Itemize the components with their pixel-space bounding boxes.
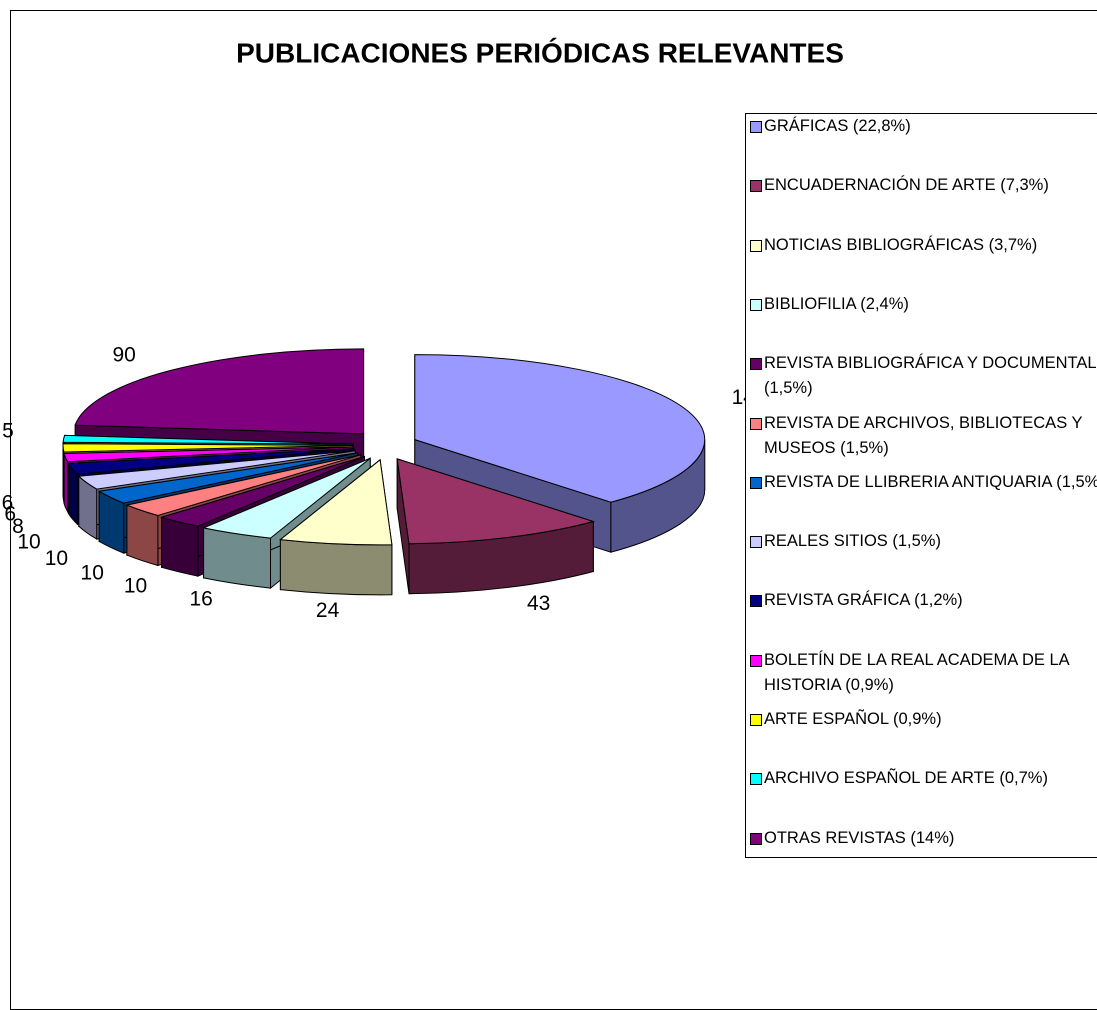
data-label: 24 [316,599,340,622]
legend-label: ARTE ESPAÑOL (0,9%) [764,710,942,728]
legend-label: NOTICIAS BIBLIOGRÁFICAS (3,7%) [764,235,1038,254]
legend-swatch [750,476,762,489]
data-label: 6 [4,503,16,526]
data-label: 10 [124,574,147,597]
slice [414,354,706,503]
legend-entry: NOTICIAS BIBLIOGRÁFICAS (3,7%) [750,233,1097,258]
slice [74,348,365,435]
legend-swatch [750,832,762,845]
legend-entry: BIBLIOFILIA (2,4%) [750,292,1097,317]
chart-title: PUBLICACIONES PERIÓDICAS RELEVANTES [236,37,844,68]
slice-side [161,516,199,577]
legend-swatch [750,358,762,371]
legend-label: ARCHIVO ESPAÑOL DE ARTE (0,7%) [764,769,1048,788]
legend-entry: REVISTA DE ARCHIVOS, BIBLIOTECAS Y MUSEO… [750,411,1097,461]
slice [159,456,365,527]
legend-entry: ARCHIVO ESPAÑOL DE ARTE (0,7%) [750,766,1097,791]
legend-entry: REVISTA BIBLIOGRÁFICA Y DOCUMENTAL (1,5%… [750,351,1097,401]
page: PUBLICACIONES PERIÓDICAS RELEVANTES 1474… [1,10,1097,1010]
legend-entry: ENCUADERNACIÓN DE ARTE (7,3%) [750,173,1097,198]
slice [279,458,393,546]
legend-entry: REVISTA GRÁFICA (1,2%) [750,588,1097,613]
data-label: 90 [112,344,135,367]
slice-side [279,539,393,596]
data-label: 16 [189,588,212,611]
legend-swatch [750,654,762,667]
legend-swatch [750,180,762,193]
data-label: 5 [2,420,14,443]
legend-label: REVISTA BIBLIOGRÁFICA Y DOCUMENTAL (1,5%… [764,354,1096,398]
chart: PUBLICACIONES PERIÓDICAS RELEVANTES 1474… [2,37,844,622]
legend-swatch [750,595,762,608]
legend-label: REVISTA GRÁFICA (1,2%) [764,591,963,610]
data-label: 10 [45,547,68,570]
data-label: 6 [2,492,14,515]
legend-label: OTRAS REVISTAS (14%) [764,828,955,847]
legend-entry: BOLETÍN DE LA REAL ACADEMA DE LA HISTORI… [750,648,1097,698]
legend-entry: OTRAS REVISTAS (14%) [750,826,1097,851]
data-label: 43 [527,592,550,615]
legend-swatch [750,536,762,549]
data-label: 10 [81,562,104,585]
slice-side [63,453,69,514]
legend-entry: REALES SITIOS (1,5%) [750,529,1097,554]
slice [125,454,361,517]
slice [77,450,356,490]
legend-swatch [750,773,762,786]
slice [63,446,354,463]
legend-label: GRÁFICAS (22,8%) [764,117,911,135]
legend-label: BOLETÍN DE LA REAL ACADEMA DE LA HISTORI… [764,650,1069,694]
legend-label: REVISTA DE LLIBRERIA ANTIQUARIA (1,5%) [764,472,1097,491]
data-label: 10 [17,531,40,554]
legend-swatch [750,298,762,311]
legend-label: BIBLIOFILIA (2,4%) [764,294,909,313]
legend-swatch [750,714,762,726]
slice [62,434,354,445]
slice [396,458,596,595]
data-label: 8 [12,515,24,538]
legend-entry: ARTE ESPAÑOL (0,9%) [750,707,1097,732]
legend-label: REALES SITIOS (1,5%) [764,532,941,551]
slice [67,448,354,475]
legend: GRÁFICAS (22,8%) ENCUADERNACIÓN DE ARTE (… [745,113,1097,858]
legend-swatch [750,121,762,133]
slice [97,452,358,504]
legend-label: REVISTA DE ARCHIVOS, BIBLIOTECAS Y MUSEO… [764,413,1083,457]
slice [396,458,596,545]
slice [279,458,393,596]
legend-label: ENCUADERNACIÓN DE ARTE (7,3%) [764,176,1049,195]
legend-entry: GRÁFICAS (22,8%) [750,114,1097,139]
legend-swatch [750,417,762,430]
legend-swatch [750,239,762,252]
legend-entry: REVISTA DE LLIBRERIA ANTIQUARIA (1,5%) [750,470,1097,495]
slice [201,457,371,539]
slice [62,443,354,453]
